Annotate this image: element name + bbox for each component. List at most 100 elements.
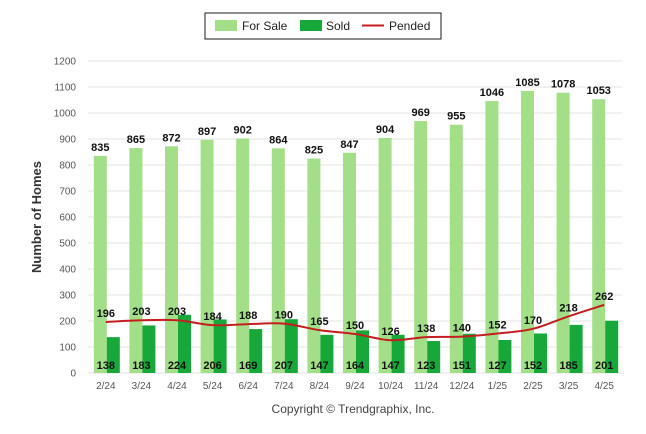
y-tick-label: 200 [59,317,76,328]
bar-sold [391,334,405,373]
bar-sold [106,337,120,373]
x-tick-label: 1/25 [488,381,508,392]
x-tick-label: 3/25 [559,381,579,392]
data-label-for-sale: 902 [234,124,252,136]
legend-swatch-sold [300,20,322,31]
data-label-sold: 201 [595,360,613,372]
bar-for-sale [449,124,463,373]
bar-sold [605,320,619,373]
y-tick-label: 0 [70,369,76,380]
y-tick-labels: 0 100 200 300 400 500 600 700 800 900 1000 1100 1200 [54,57,77,380]
y-tick-label: 500 [59,239,76,250]
bar-for-sale [343,152,356,373]
data-label-for-sale: 865 [127,134,145,146]
y-tick-label: 900 [59,135,76,146]
x-tick-label: 12/24 [449,381,474,392]
data-label-for-sale: 1085 [515,77,539,89]
data-label-pended: 138 [417,323,435,335]
data-label-for-sale: 1053 [586,85,610,97]
data-label-pended: 262 [595,291,613,303]
x-tick-labels: 2/24 3/24 4/24 5/24 6/24 7/24 8/24 9/24 10/24 11/… [96,381,614,392]
legend: For Sale Sold Pended [204,12,442,40]
data-label-pended: 126 [381,326,399,338]
bar-for-sale [93,155,107,373]
y-tick-label: 1200 [54,57,77,68]
bar-sold [284,319,298,373]
pended-line [105,303,605,342]
y-tick-label: 400 [59,265,76,276]
data-label-pended: 190 [275,310,293,322]
data-label-pended: 152 [488,319,506,331]
data-label-sold: 183 [132,360,150,372]
data-label-for-sale: 897 [198,126,216,138]
x-tick-label: 4/24 [167,381,187,392]
data-label-sold: 151 [453,360,471,372]
bar-for-sale [521,90,534,374]
bar-for-sale [271,148,285,373]
x-tick-label: 7/24 [274,381,294,392]
data-label-pended: 203 [168,306,186,318]
bar-for-sale [129,148,143,373]
data-label-sold: 123 [417,360,435,372]
data-label-for-sale: 1046 [480,87,504,99]
copyright-text: Copyright © Trendgraphix, Inc. [272,402,435,416]
x-tick-label: 4/25 [594,381,614,392]
bar-sold [320,334,334,373]
bar-sold [356,330,369,373]
bar-for-sale [200,139,214,373]
x-tick-label: 8/24 [310,381,330,392]
legend-box [204,12,442,40]
data-label-sold: 185 [559,360,577,372]
data-label-for-sale: 955 [447,111,465,123]
x-tick-label: 10/24 [378,381,403,392]
bar-sold [498,339,512,373]
data-label-for-sale: 904 [376,124,395,136]
bar-for-sale [556,92,570,373]
legend-label-sold: Sold [326,19,350,33]
x-tick-label: 5/24 [203,381,223,392]
data-label-pended: 203 [132,306,150,318]
data-label-for-sale: 872 [162,132,180,144]
data-labels: 835 138 865 183 872 224 897 206 902 169 864 207 825 1… [91,77,613,372]
bars [93,90,619,374]
data-label-sold: 152 [524,360,542,372]
data-label-pended: 170 [524,315,542,327]
bar-for-sale [236,138,250,373]
data-label-sold: 127 [488,360,506,372]
y-tick-label: 800 [59,161,76,172]
bar-sold [427,341,441,373]
data-label-for-sale: 1078 [551,79,575,91]
data-label-sold: 169 [239,360,257,372]
data-label-pended: 150 [346,320,364,332]
bar-for-sale [414,121,428,373]
bar-sold [569,324,583,373]
data-label-pended: 184 [203,311,222,323]
legend-label-pended: Pended [389,19,430,33]
bar-for-sale [592,99,606,373]
data-label-pended: 188 [239,310,257,322]
data-label-pended: 218 [559,302,577,314]
legend-label-for-sale: For Sale [242,19,288,33]
data-label-for-sale: 825 [305,145,323,157]
data-label-sold: 147 [381,360,399,372]
y-tick-label: 1000 [54,109,77,120]
data-label-sold: 207 [275,360,293,372]
y-tick-label: 1100 [54,83,76,94]
x-tick-label: 11/24 [414,381,439,392]
bar-for-sale [307,158,321,373]
data-label-for-sale: 864 [269,134,288,146]
data-label-for-sale: 969 [412,107,430,119]
bar-sold [142,325,156,373]
data-label-sold: 206 [203,360,221,372]
y-tick-label: 700 [59,187,76,198]
data-label-sold: 224 [168,360,187,372]
bar-sold [178,314,191,373]
data-label-pended: 196 [97,308,115,320]
x-tick-label: 6/24 [238,381,258,392]
bar-for-sale [485,101,499,373]
bar-sold [462,333,476,373]
bar-for-sale [378,137,392,373]
legend-swatch-for-sale [215,20,237,31]
